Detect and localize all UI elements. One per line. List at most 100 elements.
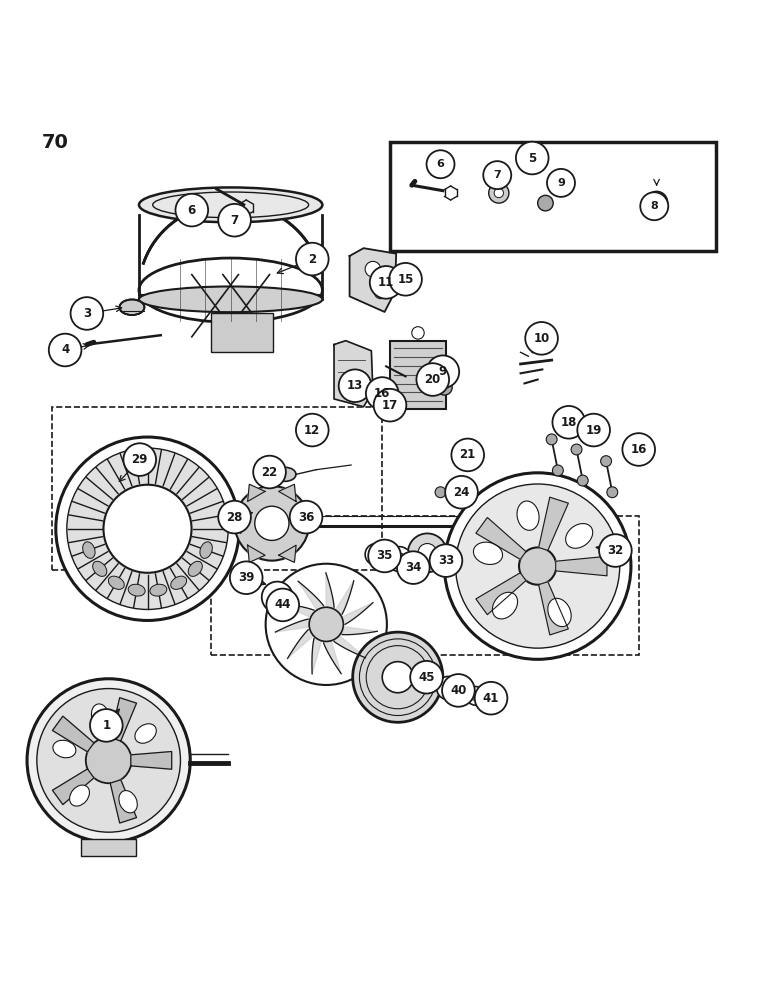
Circle shape <box>410 661 443 694</box>
Polygon shape <box>312 624 326 674</box>
Circle shape <box>235 486 309 561</box>
Circle shape <box>471 691 480 701</box>
Circle shape <box>437 380 452 395</box>
Circle shape <box>67 448 229 609</box>
Bar <box>52 407 382 570</box>
Circle shape <box>495 188 503 198</box>
Circle shape <box>382 662 413 693</box>
Circle shape <box>104 485 192 573</box>
Circle shape <box>393 553 406 565</box>
Circle shape <box>37 689 180 832</box>
Polygon shape <box>326 624 366 658</box>
Circle shape <box>552 465 563 476</box>
Circle shape <box>466 687 485 705</box>
Text: 21: 21 <box>459 448 476 461</box>
Circle shape <box>353 632 443 722</box>
Ellipse shape <box>139 187 322 222</box>
Polygon shape <box>279 603 326 624</box>
Circle shape <box>366 377 399 410</box>
Text: 19: 19 <box>586 424 602 437</box>
Ellipse shape <box>119 791 137 813</box>
Circle shape <box>418 544 437 562</box>
Circle shape <box>365 261 381 277</box>
Circle shape <box>86 738 132 783</box>
Circle shape <box>289 501 322 533</box>
Circle shape <box>27 679 190 842</box>
Circle shape <box>552 406 585 439</box>
Circle shape <box>445 476 478 509</box>
Circle shape <box>475 682 507 715</box>
Circle shape <box>571 444 582 455</box>
Polygon shape <box>539 582 569 635</box>
Text: 20: 20 <box>424 373 441 386</box>
Circle shape <box>427 355 459 388</box>
Text: 6: 6 <box>188 204 196 217</box>
Polygon shape <box>278 545 296 562</box>
Text: 34: 34 <box>405 561 421 574</box>
Ellipse shape <box>150 584 167 596</box>
Circle shape <box>516 142 548 174</box>
Text: 33: 33 <box>438 554 454 567</box>
Circle shape <box>70 297 103 330</box>
Polygon shape <box>247 545 265 562</box>
Circle shape <box>271 591 283 603</box>
Ellipse shape <box>188 561 202 576</box>
Ellipse shape <box>91 704 108 727</box>
Ellipse shape <box>548 598 571 627</box>
Circle shape <box>218 501 251 533</box>
Circle shape <box>546 434 557 445</box>
Circle shape <box>484 161 511 189</box>
Polygon shape <box>227 513 241 533</box>
Circle shape <box>457 443 466 453</box>
Text: 7: 7 <box>494 170 501 180</box>
Circle shape <box>218 204 251 237</box>
Text: 32: 32 <box>608 544 623 557</box>
Polygon shape <box>349 248 396 312</box>
Circle shape <box>397 551 430 584</box>
Text: 12: 12 <box>304 424 321 437</box>
Polygon shape <box>110 780 136 823</box>
Circle shape <box>452 439 484 471</box>
Ellipse shape <box>171 576 186 589</box>
Circle shape <box>412 327 424 339</box>
Circle shape <box>417 363 449 396</box>
Ellipse shape <box>139 286 322 312</box>
Text: 7: 7 <box>231 214 239 227</box>
Polygon shape <box>278 484 296 501</box>
Bar <box>211 313 274 352</box>
Text: 17: 17 <box>382 399 398 412</box>
Polygon shape <box>476 517 526 559</box>
Polygon shape <box>247 484 265 501</box>
Circle shape <box>456 484 620 648</box>
Polygon shape <box>131 752 172 769</box>
Text: 16: 16 <box>630 443 647 456</box>
Circle shape <box>519 547 556 585</box>
Circle shape <box>547 169 575 197</box>
Text: 35: 35 <box>377 549 393 562</box>
Text: 2: 2 <box>308 253 317 266</box>
Text: 44: 44 <box>275 598 291 611</box>
Text: 6: 6 <box>437 159 445 169</box>
Ellipse shape <box>200 542 212 558</box>
Circle shape <box>408 533 447 572</box>
Ellipse shape <box>83 542 95 558</box>
Circle shape <box>525 322 558 355</box>
Ellipse shape <box>517 501 539 530</box>
Text: 70: 70 <box>42 133 69 152</box>
Text: 24: 24 <box>453 486 470 499</box>
Ellipse shape <box>93 561 107 576</box>
Circle shape <box>435 487 446 498</box>
Circle shape <box>296 243 328 275</box>
Circle shape <box>442 682 454 694</box>
Text: 10: 10 <box>534 332 550 345</box>
Circle shape <box>374 286 387 299</box>
Ellipse shape <box>128 584 145 596</box>
Text: 5: 5 <box>528 152 537 165</box>
Text: 1: 1 <box>102 719 111 732</box>
Ellipse shape <box>135 724 156 743</box>
Circle shape <box>427 150 455 178</box>
Circle shape <box>652 198 661 207</box>
Text: 15: 15 <box>397 273 413 286</box>
Polygon shape <box>52 769 94 805</box>
Circle shape <box>607 487 618 498</box>
